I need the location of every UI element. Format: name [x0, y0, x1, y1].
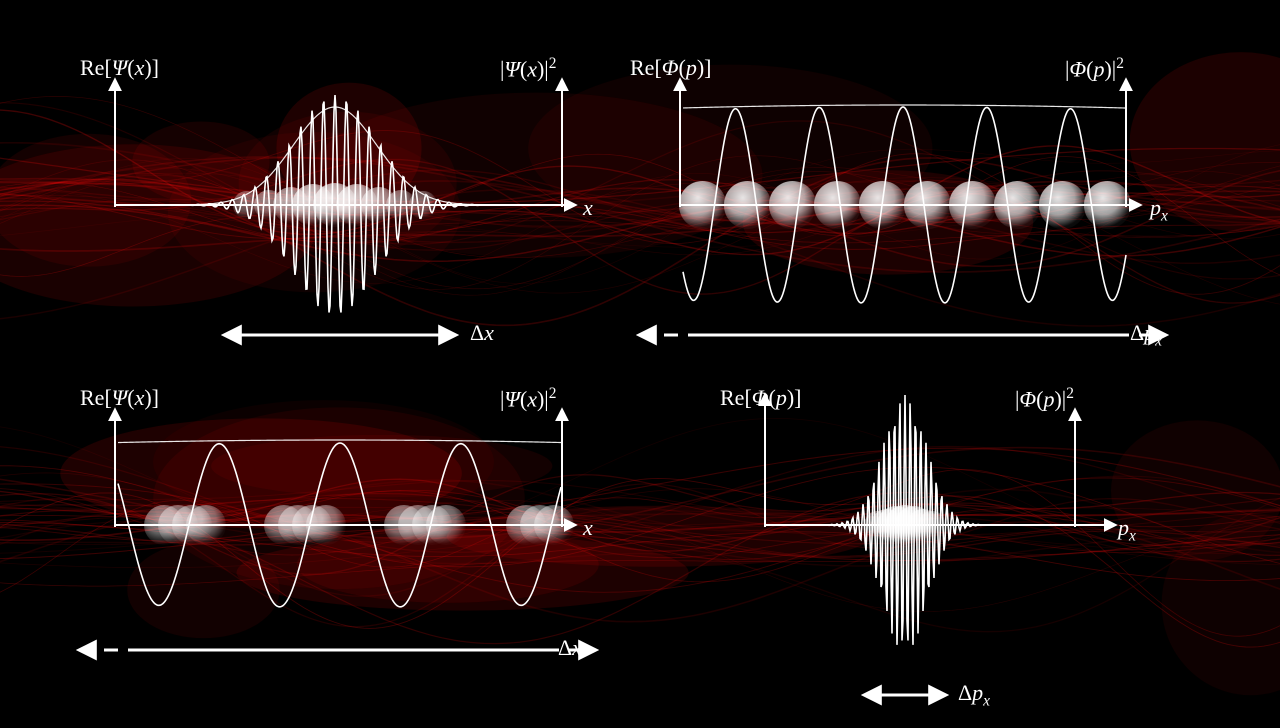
- label-re-phi-p-br: Re[Φ(p)]: [720, 385, 802, 411]
- label-x-axis-tl: x: [583, 195, 593, 221]
- label-delta-px-tr: Δpx: [1130, 320, 1162, 350]
- label-re-psi-x-bl: Re[Ψ(x)]: [80, 385, 159, 411]
- label-re-phi-p-tr: Re[Φ(p)]: [630, 55, 712, 81]
- label-re-psi-x-tl: Re[Ψ(x)]: [80, 55, 159, 81]
- label-x-axis-bl: x: [583, 515, 593, 541]
- label-delta-x-bl: Δx: [558, 635, 582, 661]
- label-px-axis-br: px: [1118, 515, 1136, 545]
- label-psi-sq-tl: |Ψ(x)|2: [500, 55, 556, 82]
- label-px-axis-tr: px: [1150, 195, 1168, 225]
- figure-canvas: { "canvas": { "width": 1280, "height": 7…: [0, 0, 1280, 728]
- label-phi-sq-br: |Φ(p)|2: [1015, 385, 1074, 412]
- foreground-plots: [0, 0, 1280, 728]
- label-delta-x-tl: Δx: [470, 320, 494, 346]
- label-phi-sq-tr: |Φ(p)|2: [1065, 55, 1124, 82]
- label-psi-sq-bl: |Ψ(x)|2: [500, 385, 556, 412]
- label-delta-px-br: Δpx: [958, 680, 990, 710]
